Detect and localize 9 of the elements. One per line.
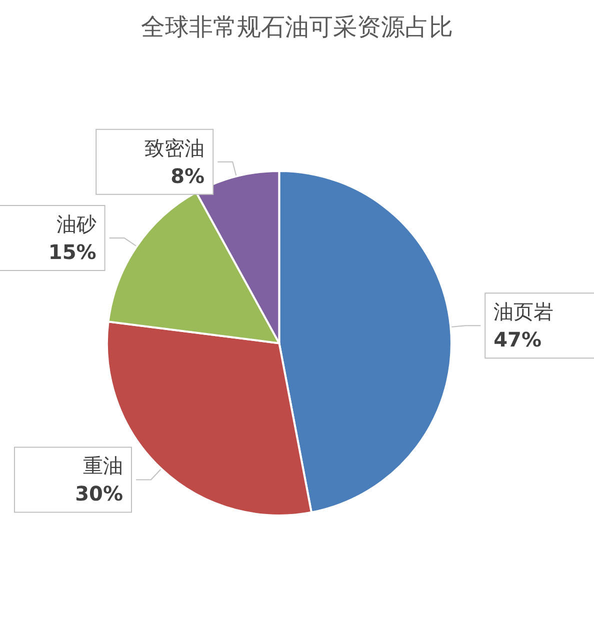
slice-label: 油页岩: [494, 300, 554, 324]
slice-label: 重油: [82, 454, 123, 478]
slice-label: 油砂: [56, 212, 96, 236]
data-label: 8%: [170, 164, 205, 188]
slice-label: 致密油: [144, 136, 205, 160]
data-label: 30%: [75, 482, 123, 506]
data-label: 47%: [494, 328, 542, 352]
chart-title: 全球非常规石油可采资源占比: [141, 13, 453, 41]
data-label: 15%: [48, 240, 96, 264]
